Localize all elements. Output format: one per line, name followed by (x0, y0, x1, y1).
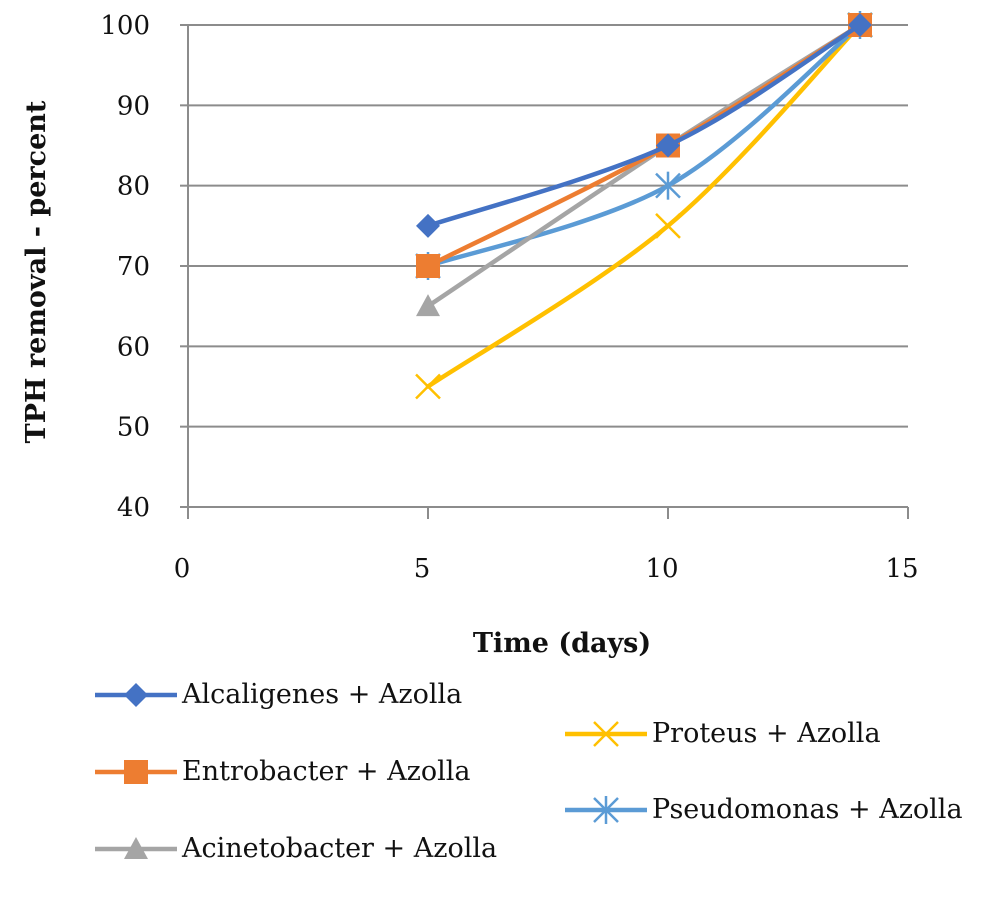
series-acinetobacter (416, 13, 872, 317)
legend-marker (593, 796, 619, 824)
legend-marker (593, 721, 619, 747)
series-line (425, 22, 863, 269)
y-tick-label: 70 (117, 252, 150, 282)
legend-marker (124, 683, 148, 707)
y-tick-labels: 40 50 60 70 80 90 100 (100, 11, 150, 523)
y-tick-label: 60 (117, 332, 150, 362)
y-tick-label: 90 (117, 91, 150, 121)
x-tick-label: 15 (885, 554, 918, 584)
data-point (416, 294, 440, 317)
legend-item: Alcaligenes + Azolla (95, 679, 462, 710)
y-tick-label: 50 (117, 413, 150, 443)
data-point (656, 133, 680, 158)
data-point (415, 373, 441, 400)
legend-label: Proteus + Azolla (652, 718, 881, 749)
legend-item: Acinetobacter + Azolla (95, 833, 497, 864)
y-tick-label: 80 (117, 172, 150, 202)
axes (180, 24, 909, 519)
legend-marker (124, 760, 148, 784)
data-point (416, 254, 440, 278)
data-point (848, 13, 872, 37)
x-tick-labels: 0 5 10 15 (174, 554, 919, 584)
legend-label: Pseudomonas + Azolla (652, 794, 963, 825)
legend-label: Entrobacter + Azolla (182, 756, 470, 787)
data-point (655, 171, 681, 200)
x-tick-label: 0 (174, 554, 191, 584)
series-entrobacter (416, 13, 872, 278)
y-tick-label: 40 (117, 493, 150, 523)
data-point (416, 213, 440, 238)
series-line (425, 22, 863, 269)
legend: Alcaligenes + Azolla Entrobacter + Azolla… (95, 679, 963, 864)
y-axis-title: TPH removal - percent (21, 100, 52, 443)
gridlines (188, 24, 908, 428)
legend-label: Acinetobacter + Azolla (181, 833, 497, 864)
legend-item: Pseudomonas + Azolla (565, 794, 963, 825)
x-tick-label: 5 (414, 554, 431, 584)
data-point (655, 212, 681, 239)
series-alcaligenes (416, 13, 872, 238)
legend-marker (124, 837, 148, 859)
x-tick-label: 10 (645, 554, 678, 584)
x-axis-title: Time (days) (473, 628, 651, 659)
legend-item: Proteus + Azolla (565, 718, 881, 749)
series-group (415, 11, 873, 400)
legend-item: Entrobacter + Azolla (95, 756, 470, 787)
series-proteus (415, 12, 873, 400)
legend-label: Alcaligenes + Azolla (181, 679, 462, 710)
y-tick-label: 100 (100, 11, 150, 41)
